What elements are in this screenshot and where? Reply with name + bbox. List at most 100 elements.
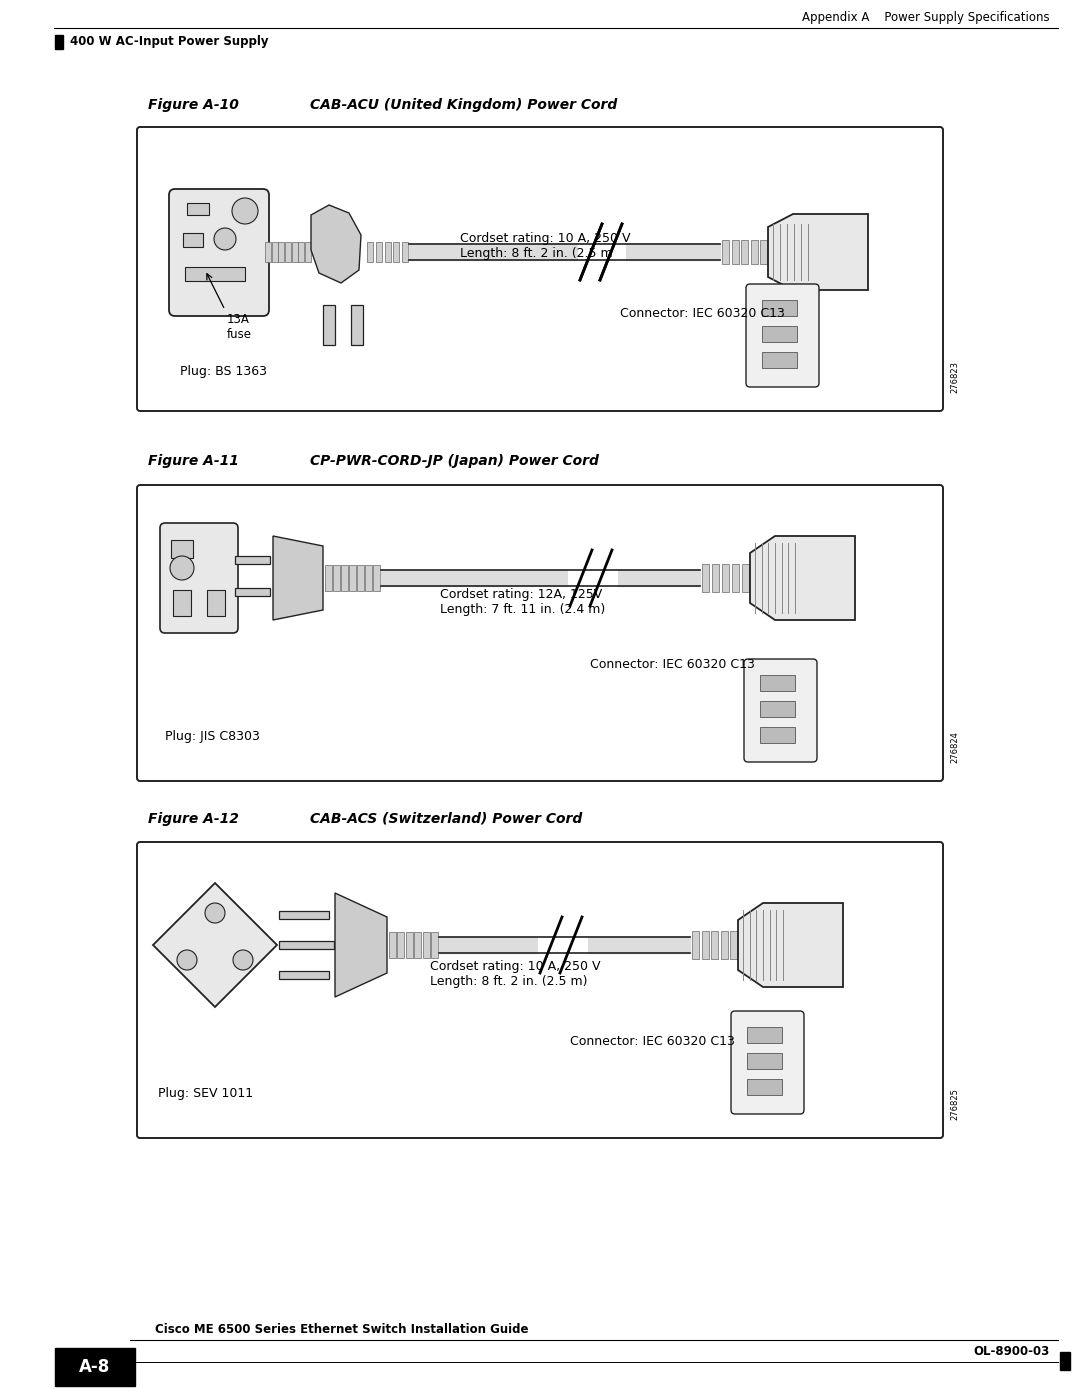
Bar	[279, 942, 334, 949]
Text: Plug: SEV 1011: Plug: SEV 1011	[158, 1087, 253, 1099]
Bar	[760, 240, 767, 264]
Bar	[323, 305, 335, 345]
Bar	[702, 930, 708, 958]
FancyBboxPatch shape	[168, 189, 269, 316]
Text: Cordset rating: 10 A, 250 V
Length: 8 ft. 2 in. (2.5 m): Cordset rating: 10 A, 250 V Length: 8 ft…	[430, 960, 600, 988]
Bar	[711, 930, 718, 958]
Bar	[538, 923, 588, 967]
Polygon shape	[273, 536, 323, 620]
Circle shape	[205, 902, 225, 923]
Text: 400 W AC-Input Power Supply: 400 W AC-Input Power Supply	[70, 35, 269, 49]
Bar	[723, 240, 729, 264]
FancyBboxPatch shape	[744, 659, 816, 761]
Text: Connector: IEC 60320 C13: Connector: IEC 60320 C13	[590, 658, 755, 671]
Bar	[730, 930, 737, 958]
Bar	[415, 932, 421, 958]
Bar	[376, 242, 381, 263]
Bar	[349, 564, 356, 591]
Bar	[747, 1078, 782, 1095]
Text: Figure A-11: Figure A-11	[148, 454, 239, 468]
Text: A-8: A-8	[79, 1358, 110, 1376]
Bar	[351, 305, 363, 345]
Bar	[406, 932, 413, 958]
FancyBboxPatch shape	[746, 284, 819, 387]
Bar	[298, 242, 305, 263]
Text: Figure A-10: Figure A-10	[148, 98, 239, 112]
Circle shape	[232, 198, 258, 224]
Bar	[367, 242, 373, 263]
Polygon shape	[738, 902, 843, 988]
Bar	[723, 564, 729, 592]
Bar	[235, 588, 270, 597]
Bar	[762, 326, 797, 342]
FancyBboxPatch shape	[731, 1011, 804, 1113]
Bar	[235, 556, 270, 564]
FancyBboxPatch shape	[160, 522, 238, 633]
Bar	[760, 701, 795, 717]
Polygon shape	[335, 893, 387, 997]
Bar	[389, 932, 396, 958]
Bar	[760, 675, 795, 692]
Text: Connector: IEC 60320 C13: Connector: IEC 60320 C13	[620, 307, 785, 320]
Bar	[305, 242, 311, 263]
Bar	[402, 242, 408, 263]
Text: CAB-ACS (Switzerland) Power Cord: CAB-ACS (Switzerland) Power Cord	[310, 812, 582, 826]
Text: Plug: JIS C8303: Plug: JIS C8303	[165, 731, 260, 743]
Bar	[285, 242, 291, 263]
Bar	[702, 564, 708, 592]
Text: Appendix A    Power Supply Specifications: Appendix A Power Supply Specifications	[802, 11, 1050, 24]
Bar	[431, 932, 438, 958]
Bar	[292, 242, 298, 263]
Bar	[265, 242, 271, 263]
Text: Cordset rating: 12A, 125V
Length: 7 ft. 11 in. (2.4 m): Cordset rating: 12A, 125V Length: 7 ft. …	[440, 588, 605, 616]
Text: OL-8900-03: OL-8900-03	[974, 1345, 1050, 1358]
Circle shape	[214, 228, 237, 250]
Bar	[384, 242, 391, 263]
Text: Cordset rating: 10 A, 250 V
Length: 8 ft. 2 in. (2.5 m: Cordset rating: 10 A, 250 V Length: 8 ft…	[460, 232, 631, 260]
Bar	[397, 932, 404, 958]
Circle shape	[170, 556, 194, 580]
Bar	[272, 242, 278, 263]
Bar	[171, 541, 193, 557]
Bar	[279, 242, 284, 263]
Bar	[55, 35, 63, 49]
Bar	[742, 564, 750, 592]
FancyBboxPatch shape	[137, 127, 943, 411]
FancyBboxPatch shape	[137, 842, 943, 1139]
Bar	[1059, 1352, 1070, 1370]
Text: Figure A-12: Figure A-12	[148, 812, 239, 826]
Bar	[279, 971, 329, 979]
Bar	[731, 240, 739, 264]
Text: 13A
fuse: 13A fuse	[227, 313, 252, 341]
Bar	[341, 564, 348, 591]
Polygon shape	[311, 205, 361, 284]
Text: 276823: 276823	[950, 360, 959, 393]
Bar	[55, 1348, 135, 1386]
Bar	[185, 267, 245, 281]
Bar	[365, 564, 372, 591]
FancyBboxPatch shape	[137, 485, 943, 781]
Bar	[568, 556, 618, 599]
Polygon shape	[153, 883, 276, 1007]
Polygon shape	[750, 536, 855, 620]
Bar	[279, 911, 329, 919]
Bar	[373, 564, 380, 591]
Polygon shape	[768, 214, 868, 291]
Bar	[720, 930, 728, 958]
Bar	[751, 240, 757, 264]
Bar	[760, 726, 795, 743]
Text: 276825: 276825	[950, 1088, 959, 1120]
Bar	[333, 564, 340, 591]
Bar	[187, 203, 210, 215]
Text: Cisco ME 6500 Series Ethernet Switch Installation Guide: Cisco ME 6500 Series Ethernet Switch Ins…	[156, 1323, 528, 1336]
Bar	[692, 930, 699, 958]
Text: CP-PWR-CORD-JP (Japan) Power Cord: CP-PWR-CORD-JP (Japan) Power Cord	[310, 454, 599, 468]
Bar	[732, 564, 739, 592]
Bar	[747, 1027, 782, 1044]
Bar	[173, 590, 191, 616]
Bar	[747, 1053, 782, 1069]
Text: Connector: IEC 60320 C13: Connector: IEC 60320 C13	[570, 1035, 734, 1048]
Text: Plug: BS 1363: Plug: BS 1363	[180, 365, 267, 379]
Bar	[325, 564, 332, 591]
Text: CAB-ACU (United Kingdom) Power Cord: CAB-ACU (United Kingdom) Power Cord	[310, 98, 618, 112]
